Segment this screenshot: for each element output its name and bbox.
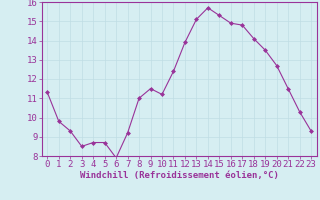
X-axis label: Windchill (Refroidissement éolien,°C): Windchill (Refroidissement éolien,°C) bbox=[80, 171, 279, 180]
